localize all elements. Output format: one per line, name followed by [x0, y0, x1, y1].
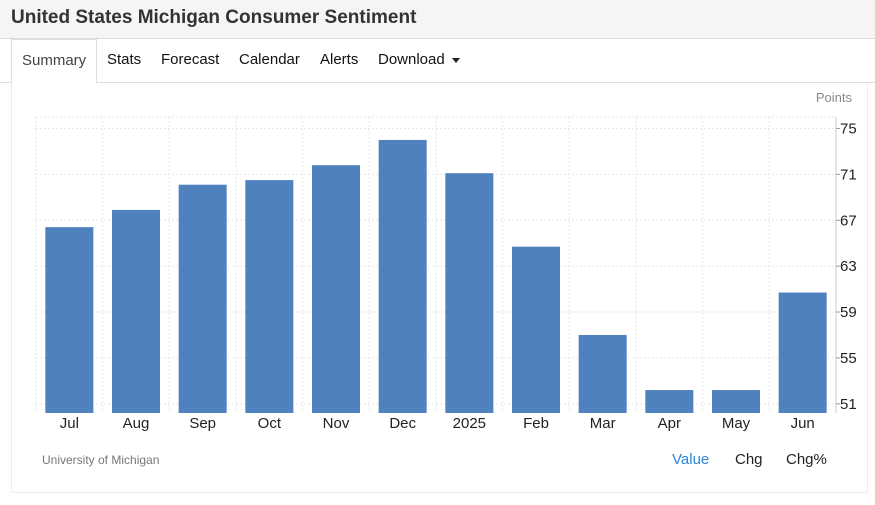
bar-feb: [512, 246, 560, 413]
page-header: United States Michigan Consumer Sentimen…: [0, 0, 875, 39]
bar-oct: [245, 180, 294, 413]
y-tick-label: 75: [840, 120, 857, 137]
x-tick-label: Apr: [658, 415, 681, 432]
bar-jun: [778, 292, 827, 413]
y-tick-label: 71: [840, 166, 857, 183]
bar-chart: Jul Aug Sep Oct Nov Dec 2025 Feb Mar Apr May Jun 51 5…: [35, 90, 857, 432]
value-toggle[interactable]: Value: [672, 451, 710, 468]
y-tick-label: 51: [840, 396, 857, 413]
x-tick-label: May: [722, 415, 751, 432]
x-tick-label: Dec: [389, 415, 416, 432]
source-label: University of Michigan: [42, 453, 160, 467]
y-tick-label: 55: [840, 350, 857, 367]
tab-forecast[interactable]: Forecast: [161, 51, 220, 68]
x-tick-label: Jul: [60, 415, 79, 432]
y-tick-label: 67: [840, 212, 857, 229]
tab-calendar[interactable]: Calendar: [239, 51, 300, 68]
chg-toggle[interactable]: Chg: [735, 451, 763, 468]
tab-bar: Summary Stats Forecast Calendar Alerts D…: [0, 39, 875, 84]
x-tick-label: Sep: [189, 415, 216, 432]
tab-stats[interactable]: Stats: [107, 51, 142, 68]
tab-download-label: Download: [378, 51, 445, 68]
chg-pct-toggle[interactable]: Chg%: [786, 451, 827, 468]
y-tick-label: 59: [840, 304, 857, 321]
tab-summary[interactable]: Summary: [11, 39, 98, 84]
bar-nov: [312, 165, 360, 413]
x-tick-label: Aug: [123, 415, 150, 432]
bar-2025: [445, 173, 494, 413]
bar-jul: [45, 227, 94, 413]
y-tick-label: 63: [840, 258, 857, 275]
x-tick-label: Mar: [590, 415, 616, 432]
y-unit-label: Points: [816, 90, 853, 105]
x-tick-label: Nov: [323, 415, 350, 432]
bar-apr: [645, 390, 694, 413]
bar-may: [712, 390, 760, 413]
page-title: United States Michigan Consumer Sentimen…: [11, 7, 417, 28]
tab-alerts[interactable]: Alerts: [320, 51, 359, 68]
x-tick-label: 2025: [453, 415, 486, 432]
bar-mar: [578, 334, 627, 413]
x-tick-label: Feb: [523, 415, 549, 432]
x-tick-label: Oct: [258, 415, 282, 432]
bar-sep: [178, 184, 227, 413]
chevron-down-icon: [451, 57, 460, 63]
bar-dec: [378, 139, 427, 413]
x-tick-label: Jun: [791, 415, 815, 432]
tab-download[interactable]: Download: [378, 39, 460, 81]
chart-panel: [11, 83, 868, 493]
bar-aug: [112, 209, 160, 413]
